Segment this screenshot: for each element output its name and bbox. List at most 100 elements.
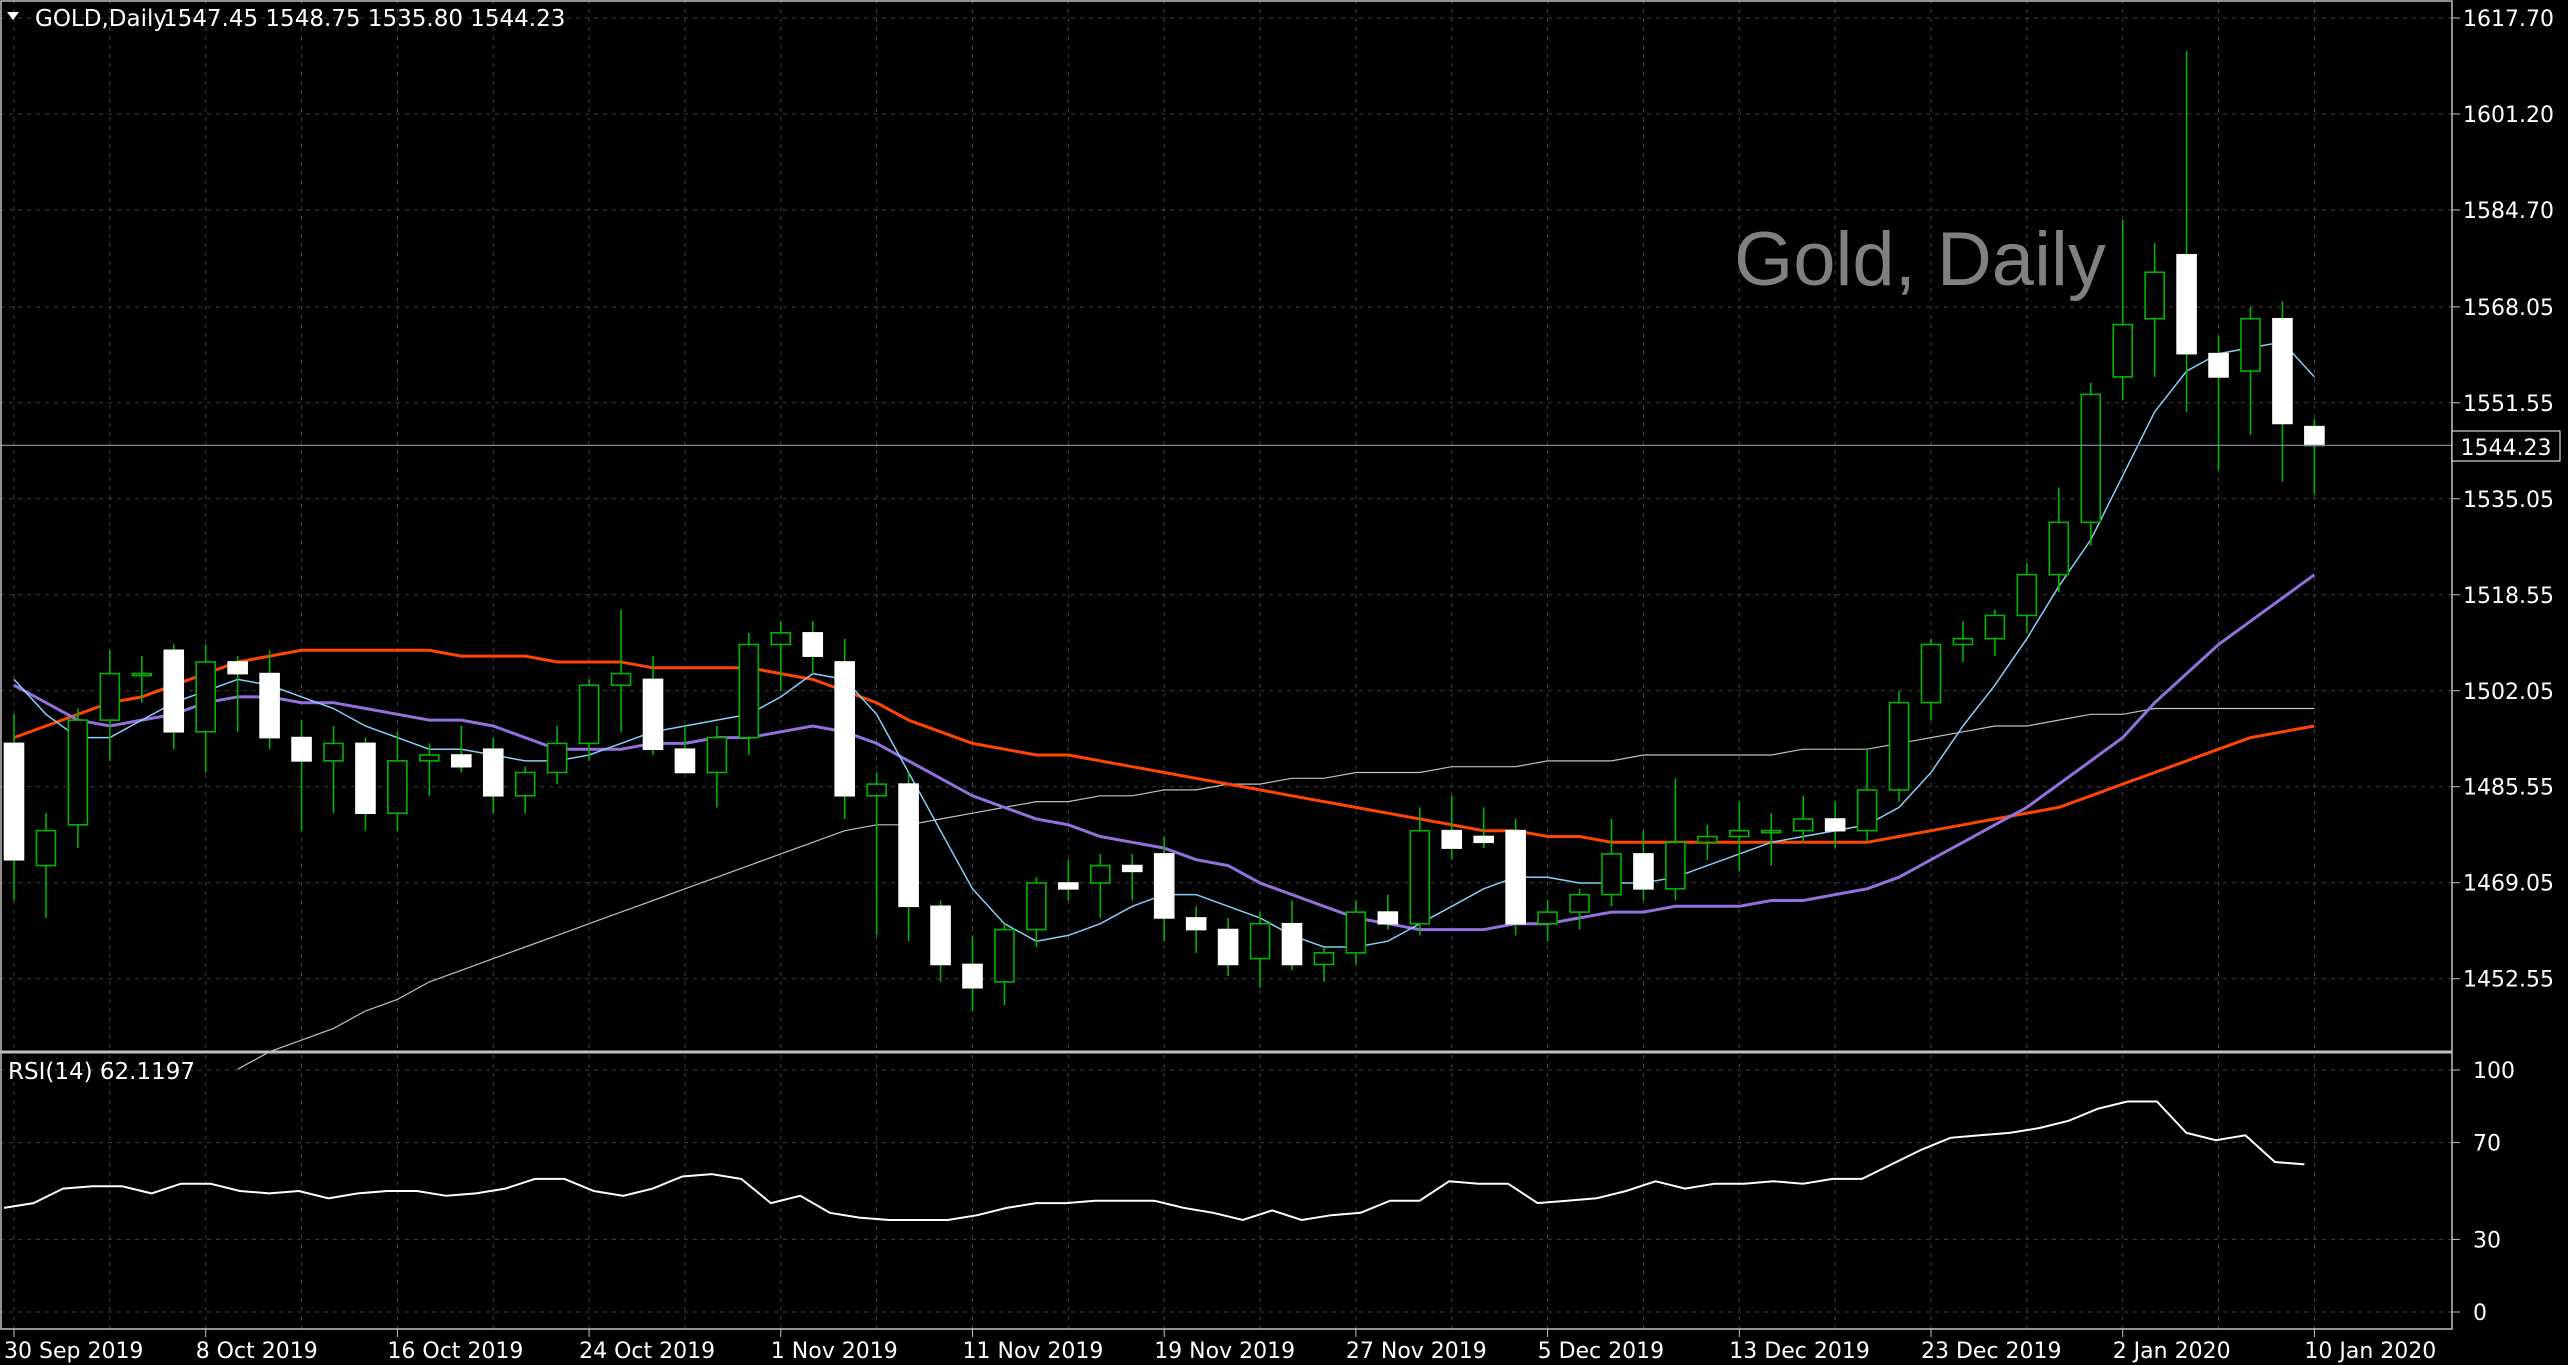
x-tick-label: 8 Oct 2019 bbox=[196, 1339, 318, 1364]
candle-bull bbox=[2240, 317, 2261, 372]
rsi-label: RSI(14) 62.1197 bbox=[8, 1059, 195, 1085]
grid bbox=[0, 0, 2452, 1330]
candle-bear bbox=[291, 736, 312, 762]
x-tick-label: 1 Nov 2019 bbox=[771, 1339, 898, 1364]
y-tick-label: 1535.05 bbox=[2463, 488, 2554, 513]
candle-bull bbox=[738, 643, 760, 739]
y-tick-label: 1502.05 bbox=[2463, 680, 2554, 705]
x-tick-label: 27 Nov 2019 bbox=[1346, 1339, 1487, 1364]
candle-bear bbox=[1121, 864, 1143, 873]
candle-bull bbox=[419, 754, 440, 762]
candle-bull bbox=[195, 661, 216, 733]
candle-bull bbox=[1313, 952, 1335, 966]
rsi-tick-label: 30 bbox=[2473, 1228, 2501, 1253]
x-tick-label: 19 Nov 2019 bbox=[1154, 1339, 1295, 1364]
candle-bear bbox=[2176, 253, 2197, 355]
candle-bull bbox=[1984, 614, 2006, 640]
candle-bull bbox=[1345, 911, 1367, 954]
x-tick-label: 10 Jan 2020 bbox=[2304, 1339, 2436, 1364]
candle-bull bbox=[1601, 853, 1622, 896]
candles bbox=[3, 51, 2325, 1011]
candle-bull bbox=[1888, 701, 1910, 791]
candle-bear bbox=[962, 963, 983, 989]
candle-bull bbox=[1792, 818, 1814, 832]
candle-bear bbox=[1377, 911, 1399, 925]
candle-bull bbox=[1760, 829, 1782, 834]
x-tick-label: 30 Sep 2019 bbox=[4, 1339, 143, 1364]
candle-bull bbox=[1856, 789, 1878, 832]
candle-bear bbox=[2208, 352, 2229, 378]
chart-ohlc: 1547.45 1548.75 1535.80 1544.23 bbox=[163, 6, 565, 32]
candle-bull bbox=[514, 771, 536, 797]
symbol-dropdown-icon[interactable] bbox=[7, 12, 19, 20]
x-tick-label: 2 Jan 2020 bbox=[2113, 1339, 2231, 1364]
y-tick-label: 1568.05 bbox=[2463, 296, 2554, 321]
rsi-tick-label: 0 bbox=[2473, 1301, 2487, 1326]
y-tick-label: 1584.70 bbox=[2463, 199, 2554, 224]
y-tick-label: 1617.70 bbox=[2463, 7, 2554, 32]
candle-bear bbox=[1185, 917, 1207, 931]
candle-bull bbox=[546, 742, 568, 774]
candle-bull bbox=[1952, 637, 1974, 646]
y-tick-label: 1469.05 bbox=[2463, 872, 2554, 897]
candle-bear bbox=[802, 632, 824, 657]
candle-bull bbox=[2080, 393, 2102, 524]
candle-bull bbox=[1249, 922, 1271, 960]
candle-bull bbox=[131, 672, 153, 677]
candle-bear bbox=[1058, 882, 1079, 890]
candle-bull bbox=[323, 742, 344, 762]
candle-bear bbox=[642, 678, 664, 751]
candle-bull bbox=[1090, 864, 1111, 884]
candle-bull bbox=[2112, 323, 2133, 378]
candle-bull bbox=[994, 928, 1015, 983]
y-tick-label: 1485.55 bbox=[2463, 776, 2554, 801]
candle-bear bbox=[450, 754, 472, 768]
candle-bear bbox=[674, 748, 696, 774]
y-tick-label: 1452.55 bbox=[2463, 968, 2554, 993]
candle-bear bbox=[1633, 853, 1654, 890]
candle-bull bbox=[1409, 829, 1431, 925]
ma-long-line bbox=[237, 707, 2315, 1070]
candle-bull bbox=[1569, 893, 1590, 913]
candle-bull bbox=[2048, 521, 2070, 576]
x-tick-label: 23 Dec 2019 bbox=[1921, 1339, 2062, 1364]
candle-bear bbox=[355, 742, 376, 815]
candle-bear bbox=[1824, 818, 1846, 832]
y-tick-label: 1518.55 bbox=[2463, 584, 2554, 609]
candle-bull bbox=[2144, 271, 2165, 320]
current-price-tag bbox=[2451, 430, 2561, 462]
candle-bull bbox=[387, 760, 408, 815]
candle-bear bbox=[930, 905, 951, 966]
y-tick-label: 1601.20 bbox=[2463, 103, 2554, 128]
ma-slow-line bbox=[13, 648, 2315, 844]
x-tick-label: 5 Dec 2019 bbox=[1538, 1339, 1665, 1364]
rsi-tick-label: 70 bbox=[2473, 1132, 2501, 1157]
candle-bull bbox=[35, 829, 57, 867]
current-price-value: 1544.23 bbox=[2461, 436, 2552, 461]
candle-bear bbox=[1441, 829, 1463, 849]
candle-bull bbox=[1026, 882, 1047, 931]
chart-watermark: Gold, Daily bbox=[1734, 217, 2106, 302]
chart-symbol: GOLD,Daily bbox=[35, 6, 167, 32]
candle-bear bbox=[898, 783, 919, 908]
x-tick-label: 24 Oct 2019 bbox=[579, 1339, 715, 1364]
candle-bear bbox=[2304, 425, 2325, 447]
candle-bull bbox=[706, 736, 728, 774]
candle-bull bbox=[770, 632, 792, 646]
x-tick-label: 13 Dec 2019 bbox=[1729, 1339, 1870, 1364]
candle-bear bbox=[259, 672, 280, 739]
candle-bear bbox=[1217, 928, 1239, 966]
candle-bear bbox=[227, 661, 248, 675]
candle-bull bbox=[866, 783, 887, 797]
candle-bull bbox=[1920, 643, 1942, 704]
rsi-panel bbox=[3, 1100, 2305, 1222]
candle-bear bbox=[1473, 835, 1494, 844]
candle-bull bbox=[2016, 573, 2038, 617]
candle-bull bbox=[610, 672, 632, 687]
candle-bear bbox=[1281, 922, 1303, 966]
candle-bear bbox=[163, 649, 185, 733]
rsi-tick-label: 100 bbox=[2473, 1059, 2515, 1084]
